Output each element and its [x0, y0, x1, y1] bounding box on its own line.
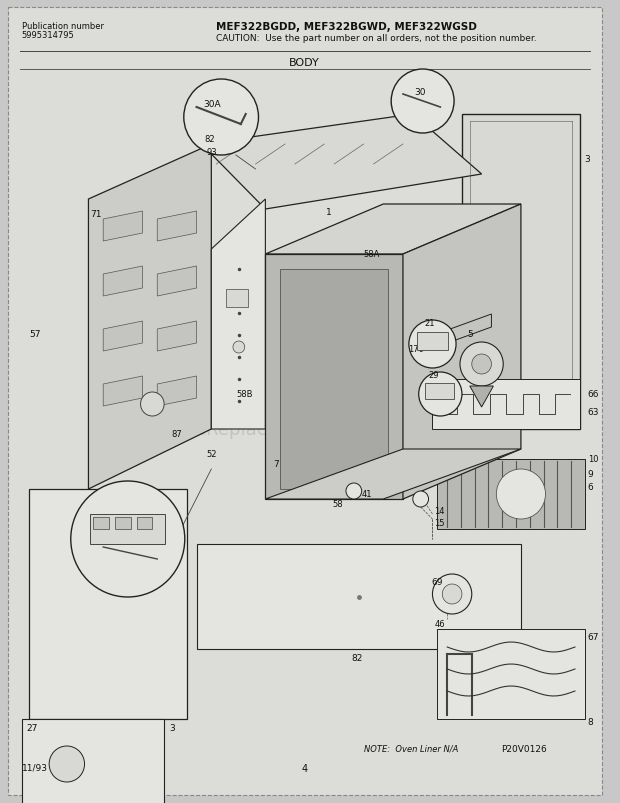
- Bar: [226, 290, 247, 308]
- Polygon shape: [157, 321, 197, 352]
- Polygon shape: [30, 489, 187, 719]
- Bar: [115, 517, 131, 529]
- Polygon shape: [265, 450, 521, 499]
- Polygon shape: [437, 459, 585, 529]
- Text: 93: 93: [206, 148, 217, 157]
- Circle shape: [233, 341, 245, 353]
- Text: 66: 66: [588, 389, 600, 398]
- Polygon shape: [462, 115, 580, 430]
- Circle shape: [391, 70, 454, 134]
- Text: 82: 82: [352, 653, 363, 662]
- Text: 58B: 58B: [236, 389, 252, 398]
- Polygon shape: [157, 212, 197, 242]
- Polygon shape: [437, 630, 585, 719]
- Bar: [417, 332, 448, 351]
- Text: MEF322BGDD, MEF322BGWD, MEF322WGSD: MEF322BGDD, MEF322BGWD, MEF322WGSD: [216, 22, 477, 32]
- Text: 82: 82: [205, 135, 215, 144]
- Polygon shape: [202, 115, 482, 210]
- Text: 29: 29: [428, 370, 439, 380]
- Polygon shape: [265, 255, 403, 499]
- Text: NOTE:  Oven Liner N/A: NOTE: Oven Liner N/A: [364, 744, 458, 753]
- Polygon shape: [103, 267, 143, 296]
- Circle shape: [184, 80, 259, 156]
- Text: 21: 21: [425, 319, 435, 328]
- Polygon shape: [433, 380, 580, 430]
- Text: 15: 15: [435, 519, 445, 528]
- Text: 3: 3: [584, 155, 590, 164]
- Polygon shape: [280, 270, 388, 489]
- Text: eReplacementParts.com: eReplacementParts.com: [195, 421, 414, 438]
- Text: 4: 4: [301, 763, 308, 773]
- Polygon shape: [403, 205, 521, 499]
- Text: 11/93: 11/93: [22, 763, 48, 772]
- Text: 57: 57: [30, 329, 41, 339]
- Text: 87: 87: [171, 430, 182, 438]
- Text: 5995314795: 5995314795: [22, 31, 74, 40]
- Circle shape: [413, 491, 428, 507]
- Text: 9: 9: [588, 470, 593, 479]
- Text: 69: 69: [432, 577, 443, 586]
- Bar: [22, 719, 164, 803]
- Text: 63: 63: [588, 407, 600, 417]
- Circle shape: [418, 373, 462, 417]
- Text: 5: 5: [467, 329, 472, 339]
- Polygon shape: [423, 315, 492, 353]
- Text: 170: 170: [408, 344, 423, 353]
- Circle shape: [497, 470, 546, 520]
- Text: 67: 67: [588, 632, 600, 642]
- Circle shape: [49, 746, 84, 782]
- Text: 58: 58: [332, 499, 343, 508]
- Text: 46: 46: [435, 619, 445, 628]
- Circle shape: [472, 355, 492, 374]
- Bar: [94, 517, 109, 529]
- Circle shape: [442, 585, 462, 604]
- Polygon shape: [103, 321, 143, 352]
- Text: 7: 7: [273, 459, 279, 468]
- Polygon shape: [265, 205, 521, 255]
- Polygon shape: [103, 377, 143, 406]
- Text: 1: 1: [326, 208, 332, 217]
- Circle shape: [346, 483, 361, 499]
- Text: CAUTION:  Use the part number on all orders, not the position number.: CAUTION: Use the part number on all orde…: [216, 34, 537, 43]
- Text: BODY: BODY: [290, 58, 320, 68]
- Text: 52: 52: [206, 450, 217, 459]
- Bar: [91, 515, 165, 544]
- Text: 71: 71: [91, 210, 102, 218]
- Text: 10: 10: [588, 454, 598, 463]
- Text: 3: 3: [169, 723, 175, 732]
- Bar: [425, 384, 454, 400]
- Polygon shape: [197, 544, 521, 649]
- Text: P20V0126: P20V0126: [501, 744, 547, 753]
- Text: 27: 27: [27, 723, 38, 732]
- Circle shape: [433, 574, 472, 614]
- Polygon shape: [157, 267, 197, 296]
- Polygon shape: [103, 212, 143, 242]
- Polygon shape: [470, 386, 494, 407]
- Polygon shape: [157, 377, 197, 406]
- Text: 8: 8: [588, 717, 593, 726]
- Circle shape: [141, 393, 164, 417]
- Text: 30A: 30A: [203, 100, 221, 109]
- Polygon shape: [211, 200, 265, 430]
- Text: 6: 6: [588, 483, 593, 491]
- Bar: [136, 517, 153, 529]
- Polygon shape: [89, 145, 211, 489]
- Text: Publication number: Publication number: [22, 22, 104, 31]
- Circle shape: [71, 482, 185, 597]
- Circle shape: [409, 320, 456, 369]
- Text: 14: 14: [435, 507, 445, 516]
- Circle shape: [460, 343, 503, 386]
- Text: 41: 41: [361, 489, 372, 499]
- Text: 30: 30: [415, 88, 427, 97]
- Text: 58A: 58A: [364, 250, 380, 259]
